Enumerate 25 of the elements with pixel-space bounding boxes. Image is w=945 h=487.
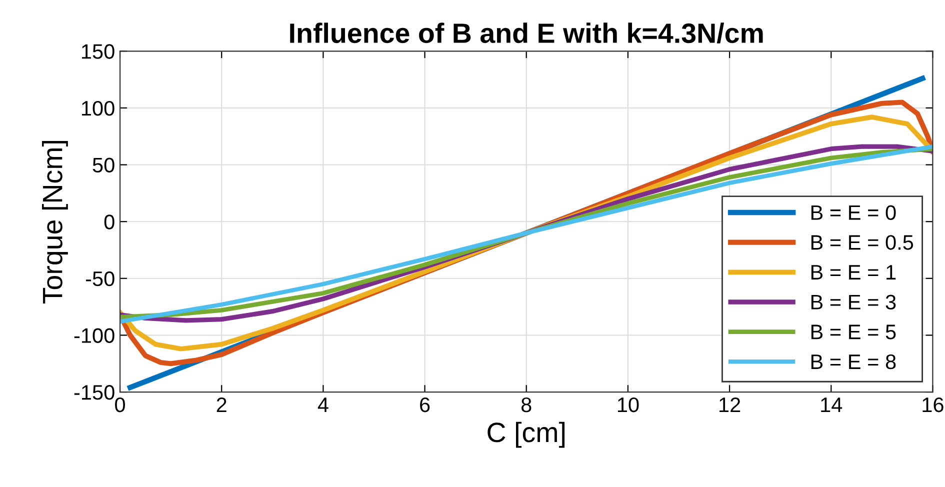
x-tick-label: 12	[720, 397, 740, 412]
y-tick-label: -50	[86, 271, 114, 286]
x-axis-title: C [cm]	[488, 422, 565, 448]
y-tick-label: -150	[74, 385, 114, 400]
legend-label: B = E = 5	[811, 324, 896, 340]
y-tick-label: -100	[74, 328, 114, 343]
legend-label: B = E = 0.5	[811, 235, 914, 250]
x-tick-label: 0	[115, 397, 125, 412]
y-axis-title: Torque [Ncm]	[42, 140, 68, 304]
y-tick-label: 50	[92, 158, 114, 173]
chart-title: Influence of B and E with k=4.3N/cm	[290, 22, 763, 44]
y-tick-label: 150	[82, 44, 114, 59]
legend-label: B = E = 3	[811, 294, 896, 310]
x-tick-label: 16	[922, 397, 944, 412]
x-tick-label: 6	[420, 397, 430, 412]
legend-label: B = E = 1	[811, 265, 896, 280]
y-tick-label: 0	[104, 214, 114, 230]
legend-label: B = E = 0	[811, 205, 896, 220]
y-tick-label: 100	[82, 100, 114, 116]
x-tick-label: 10	[618, 397, 639, 412]
x-tick-label: 2	[216, 397, 226, 412]
legend-label: B = E = 8	[811, 354, 896, 370]
x-tick-label: 4	[318, 398, 328, 412]
x-tick-label: 14	[821, 398, 842, 412]
x-tick-label: 8	[521, 397, 532, 412]
